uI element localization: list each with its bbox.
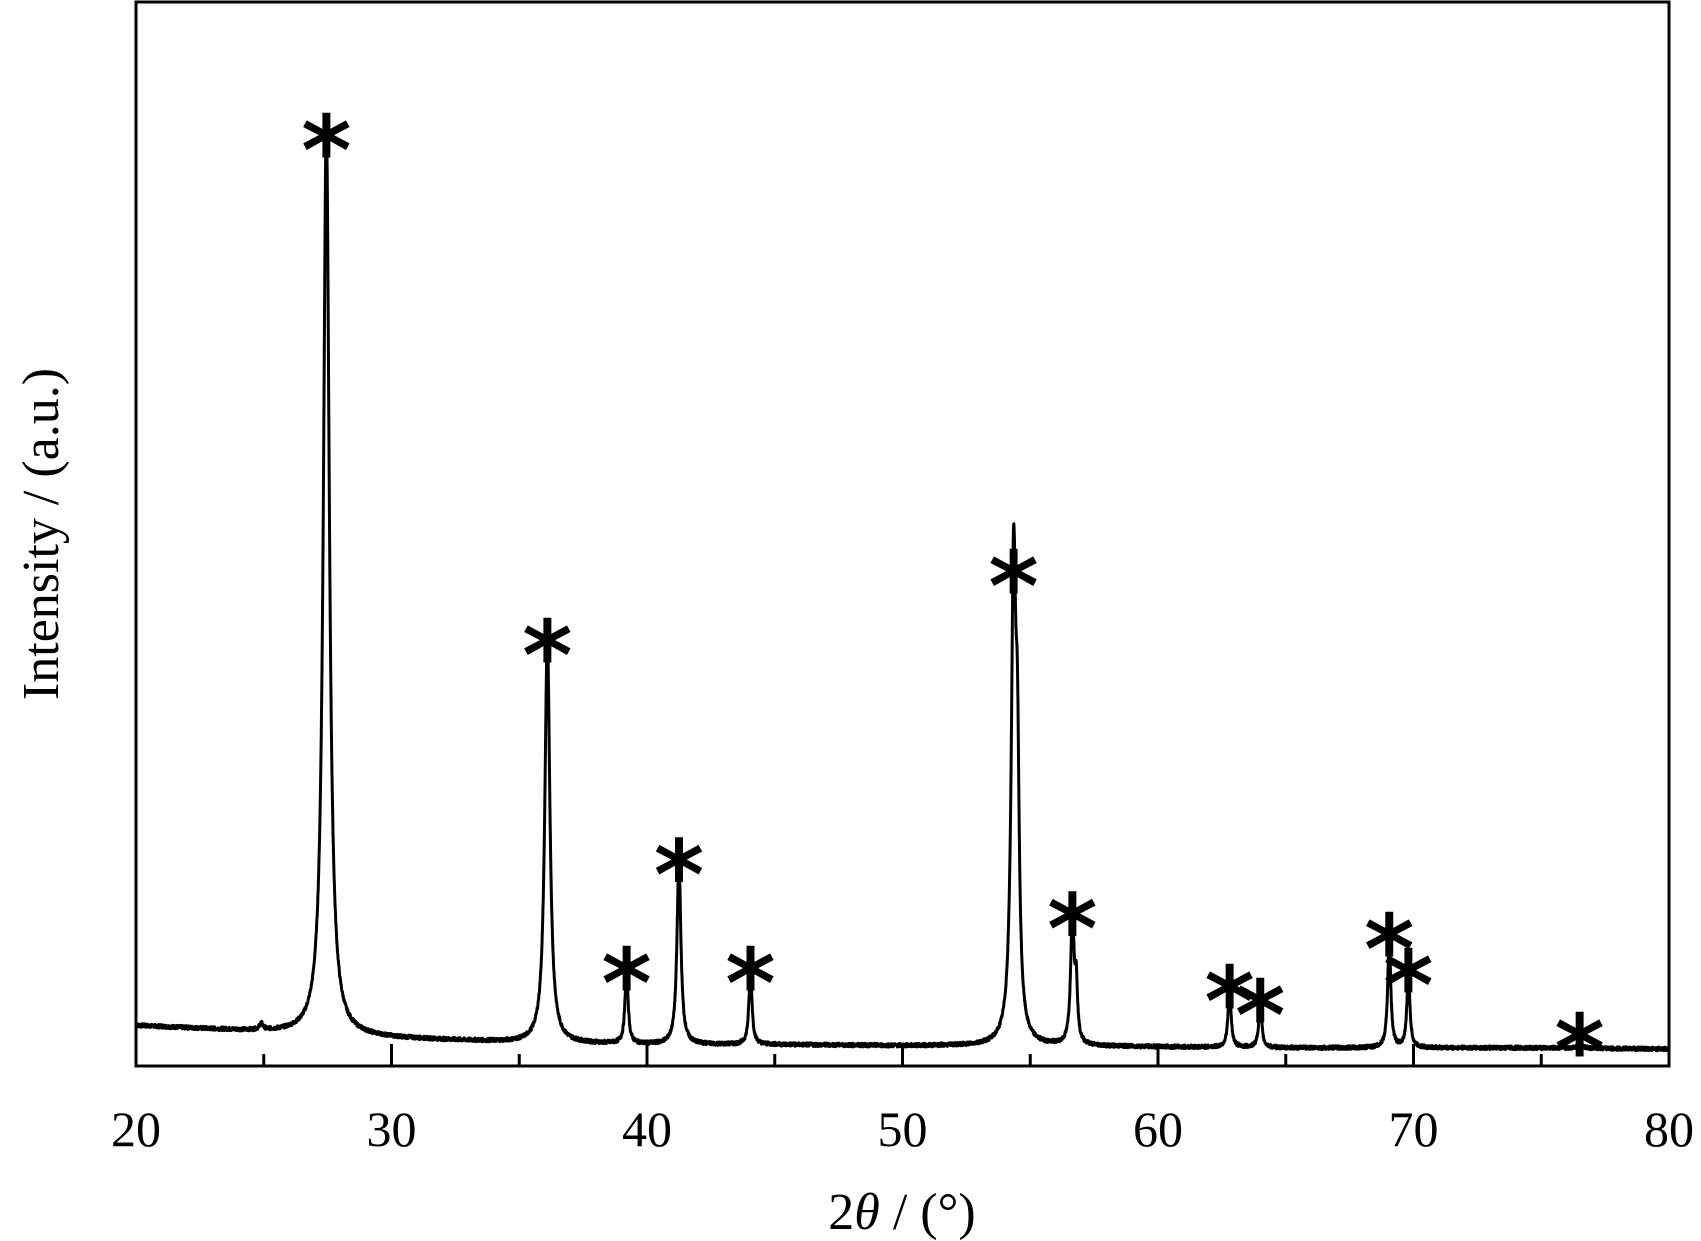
plot-frame [134,0,1671,1068]
peak-marker: * [522,601,572,713]
peak-marker: * [1204,946,1254,1058]
peak-marker: * [301,95,351,207]
x-axis-title-symbol: θ [854,1184,880,1241]
x-tick-label: 50 [878,1101,928,1157]
peak-marker: * [1364,894,1414,1006]
x-axis-tick-labels: 20 30 40 50 60 70 80 [111,1101,1694,1157]
x-tick-label: 70 [1389,1101,1439,1157]
x-axis-title-prefix: 2 [828,1184,854,1241]
peak-marker: * [989,532,1039,644]
x-axis-title-suffix: / (°) [880,1184,976,1241]
peak-markers: ************ [301,95,1604,1106]
peak-marker: * [1047,874,1097,986]
peak-marker: * [1383,931,1433,1043]
peak-marker: * [1235,960,1285,1072]
diffraction-pattern-line [134,122,1671,1053]
x-tick-label: 40 [622,1101,672,1157]
x-tick-label: 30 [367,1101,417,1157]
peak-marker: * [725,928,775,1040]
x-tick-label: 80 [1644,1101,1694,1157]
x-axis-ticks [134,1044,1671,1066]
y-axis-title: Intensity / (a.u.) [13,368,70,700]
peak-marker: * [1554,994,1604,1106]
peak-marker: * [654,820,704,932]
x-axis-title: 2θ / (°) [828,1184,975,1241]
x-tick-label: 20 [111,1101,161,1157]
peak-marker: * [601,928,651,1040]
x-tick-label: 60 [1133,1101,1183,1157]
